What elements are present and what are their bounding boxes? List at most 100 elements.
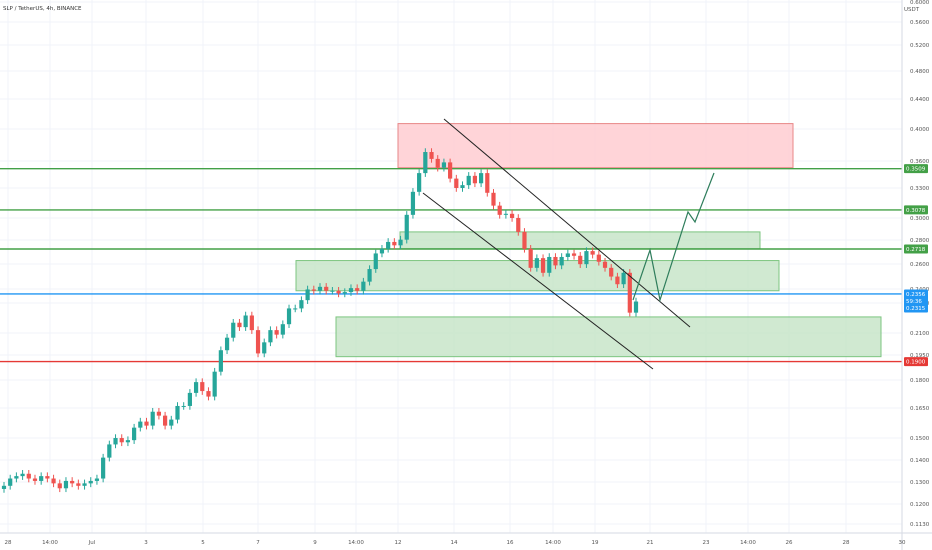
y-tick-label: 0.1650: [910, 406, 930, 412]
candle-body: [596, 254, 601, 262]
x-tick-label: 23: [703, 540, 710, 546]
candle-body: [162, 415, 168, 426]
candle-body: [150, 411, 155, 426]
candle-body: [14, 476, 19, 479]
candle-body: [547, 256, 552, 273]
currency-label: USDT: [904, 7, 920, 13]
candle-body: [460, 185, 465, 188]
x-tick-label: 7: [256, 540, 260, 546]
candle-body: [305, 289, 310, 301]
x-axis[interactable]: 28 14:00 Jul 3 5 7 9 14:00 12 14 16 14:00 19 21 23 14:0…: [0, 532, 932, 546]
x-tick-label: 26: [786, 540, 793, 546]
y-tick-label: 0.5200: [910, 43, 930, 49]
candle-body: [615, 276, 620, 285]
candle-body: [627, 272, 632, 313]
x-tick-label: 14:00: [545, 540, 561, 546]
symbol-title: SLP / TetherUS, 4h, BINANCE: [3, 6, 82, 12]
candle-body: [125, 440, 131, 443]
candle-body: [578, 255, 583, 265]
candle-body: [441, 162, 447, 168]
x-tick-label: 21: [647, 540, 654, 546]
candle-body: [503, 213, 508, 215]
candle-body: [45, 476, 50, 479]
price-badge: [904, 303, 928, 313]
y-tick-label: 0.3300: [910, 186, 930, 192]
candle-body: [113, 438, 118, 445]
x-tick-label: 3: [144, 540, 148, 546]
candle-body: [299, 300, 304, 309]
price-badge: [904, 296, 928, 306]
price-badge: [904, 205, 928, 215]
candle-body: [392, 241, 397, 246]
price-badge-label: 0.2718: [906, 247, 926, 253]
candle-body: [51, 478, 56, 484]
candle-body: [367, 269, 372, 282]
price-badge: [904, 289, 928, 299]
candle-body: [88, 480, 93, 484]
candle-body: [206, 391, 211, 397]
y-tick-label: 0.5600: [910, 20, 930, 26]
candle-body: [224, 337, 230, 351]
candle-body: [32, 478, 38, 481]
candle-body: [156, 411, 162, 416]
y-tick-label: 0.1130: [910, 522, 930, 528]
x-tick-label: Jul: [88, 540, 96, 546]
y-tick-label: 0.3000: [910, 216, 930, 222]
candle-body: [386, 241, 391, 249]
drawings: [422, 118, 715, 370]
y-tick-label: 0.2800: [910, 238, 930, 244]
candle-body: [57, 483, 62, 489]
x-tick-label: 19: [592, 540, 599, 546]
candle-body: [237, 322, 242, 328]
candle-body: [602, 261, 608, 268]
candle-body: [379, 248, 385, 254]
candle-body: [101, 457, 106, 479]
candle-body: [565, 253, 570, 257]
candle-body: [509, 213, 515, 218]
candle-body: [621, 272, 626, 285]
x-tick-label: 28: [843, 540, 850, 546]
x-tick-label: 16: [507, 540, 514, 546]
candle-body: [26, 473, 31, 479]
candle-body: [348, 288, 354, 293]
candle-body: [342, 292, 347, 294]
y-axis[interactable]: 0.6000 0.5600 0.5200 0.4800 0.4400 0.4000 0.36…: [901, 0, 930, 550]
candle-body: [311, 289, 316, 291]
y-tick-label: 0.4000: [910, 127, 930, 133]
candle-body: [497, 205, 502, 215]
y-tick-label: 0.1500: [910, 436, 930, 442]
candle-body: [268, 330, 273, 343]
candle-body: [76, 483, 81, 486]
price-badge-label: 0.3078: [906, 208, 926, 214]
candle-body: [584, 251, 589, 265]
x-tick-label: 30: [899, 540, 906, 546]
candle-body: [478, 173, 484, 184]
candle-body: [70, 480, 75, 484]
candle-body: [175, 405, 180, 420]
candle-body: [255, 330, 261, 354]
candle-body: [63, 480, 69, 489]
candle-body: [212, 371, 217, 397]
candle-body: [571, 253, 577, 256]
candle-body: [590, 251, 595, 255]
x-tick-label: 5: [201, 540, 205, 546]
candle-body: [169, 419, 174, 426]
candle-body: [410, 191, 416, 215]
candle-body: [559, 256, 564, 266]
candle-body: [609, 267, 614, 277]
candle-body: [280, 324, 285, 335]
candle-body: [107, 444, 112, 458]
price-badge-label: 59:36: [906, 299, 922, 305]
candle-body: [243, 315, 248, 328]
y-tick-label: 0.6000: [910, 0, 930, 6]
candle-body: [200, 382, 205, 392]
candle-body: [398, 239, 403, 246]
candle-body: [336, 290, 341, 294]
candle-body: [144, 421, 149, 426]
x-tick-label: 28: [5, 540, 12, 546]
x-tick-label: 14:00: [348, 540, 364, 546]
candle-body: [540, 258, 546, 273]
